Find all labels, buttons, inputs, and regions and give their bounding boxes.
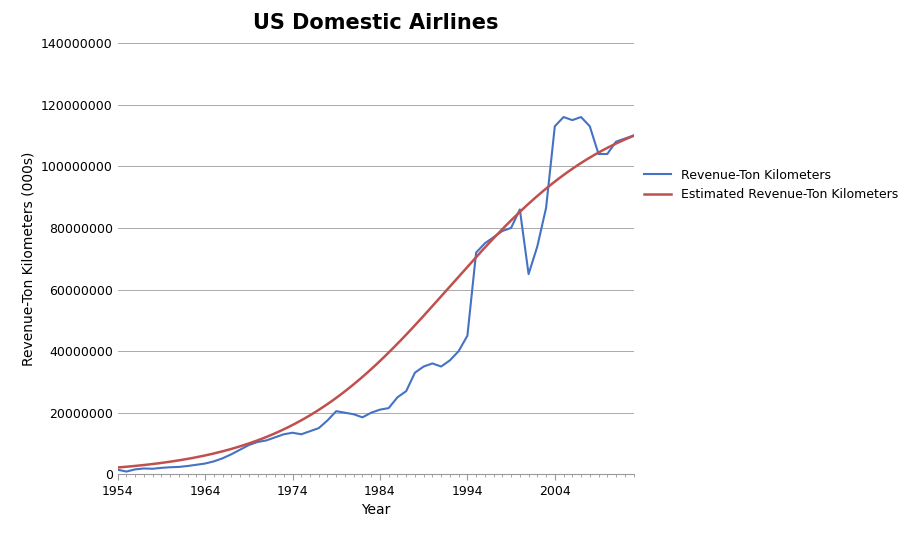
Estimated Revenue-Ton Kilometers [457,270,468,276]
Estimated Revenue-Ton Kilometers [245,440,256,446]
Revenue-Ton Kilometers [296,431,307,438]
Revenue-Ton Kilometers [444,357,455,364]
Legend: Revenue-Ton Kilometers, Estimated Revenue-Ton Kilometers: Revenue-Ton Kilometers, Estimated Revenu… [639,164,903,206]
Estimated Revenue-Ton Kilometers [416,315,427,321]
Revenue-Ton Kilometers [121,468,132,475]
Revenue-Ton Kilometers [287,430,298,436]
Line: Estimated Revenue-Ton Kilometers: Estimated Revenue-Ton Kilometers [118,136,633,467]
X-axis label: Year: Year [361,503,390,517]
Revenue-Ton Kilometers [270,434,281,440]
Line: Revenue-Ton Kilometers: Revenue-Ton Kilometers [118,117,633,472]
Estimated Revenue-Ton Kilometers [112,464,123,471]
Estimated Revenue-Ton Kilometers [346,383,357,390]
Revenue-Ton Kilometers [628,132,639,139]
Revenue-Ton Kilometers [252,439,263,445]
Estimated Revenue-Ton Kilometers [204,451,214,458]
Title: US Domestic Airlines: US Domestic Airlines [252,13,499,33]
Revenue-Ton Kilometers [208,458,219,465]
Estimated Revenue-Ton Kilometers [500,222,511,229]
Revenue-Ton Kilometers [112,466,123,473]
Revenue-Ton Kilometers [558,114,569,120]
Estimated Revenue-Ton Kilometers [628,133,639,139]
Y-axis label: Revenue-Ton Kilometers (000s): Revenue-Ton Kilometers (000s) [22,151,35,366]
